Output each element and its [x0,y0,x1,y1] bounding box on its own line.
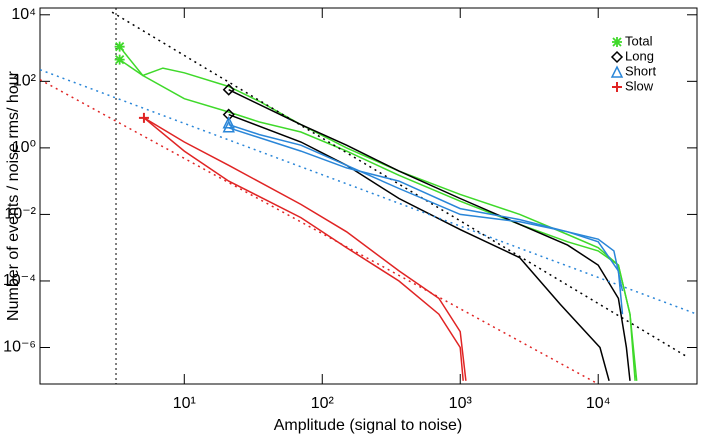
series-line [228,113,610,381]
legend-label: Slow [625,78,654,93]
marker [222,108,235,121]
y-tick-label: 10⁰ [12,139,36,156]
legend-label: Total [625,33,653,48]
legend-label: Long [625,48,654,63]
y-tick-label: 10⁻⁶ [3,339,36,356]
y-tick-label: 10⁴ [11,6,36,23]
marker [222,120,235,133]
y-tick-label: 10⁻² [4,206,36,223]
x-tick-label: 10² [311,395,335,412]
y-axis-title: Number of events / noise rms/ hour [5,70,22,321]
marker [114,54,125,65]
fit-line [40,79,599,384]
series-line [119,58,638,381]
legend-symbol [612,82,622,92]
x-tick-label: 10³ [449,395,473,412]
plot-frame [39,7,698,385]
y-tick-label: 10² [13,73,37,90]
fit-line [40,68,697,315]
x-axis-title: Amplitude (signal to noise) [274,417,463,434]
series-line [143,117,464,381]
y-tick-label: 10⁻⁴ [3,272,36,289]
series-line [228,127,624,292]
marker [138,112,149,123]
plot-area [40,8,697,384]
legend-symbol [610,50,624,64]
x-tick-label: 10¹ [173,395,196,412]
series-line [228,89,631,381]
legend-symbol [612,37,622,47]
series-line [119,46,636,381]
marker [114,41,125,52]
legend-symbol [610,65,624,78]
legend-label: Short [625,63,656,78]
series-line [143,117,467,381]
marker [222,116,235,129]
series-line [228,123,624,315]
x-tick-label: 10⁴ [586,395,611,412]
marker [222,83,235,96]
fit-line [111,11,689,359]
